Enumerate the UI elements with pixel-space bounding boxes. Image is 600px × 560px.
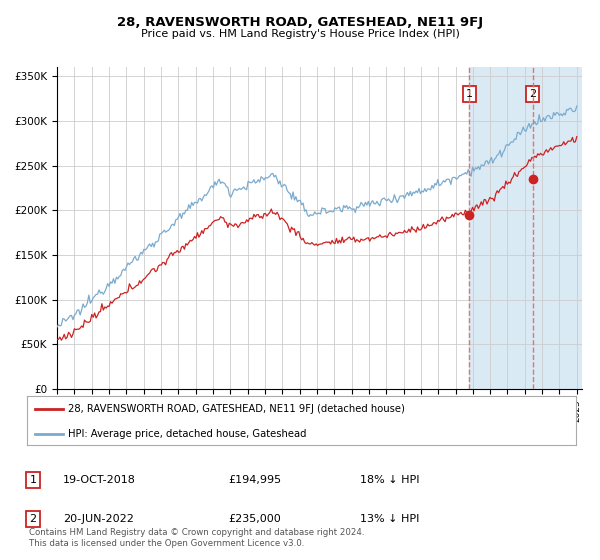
Text: 2: 2 — [529, 89, 536, 99]
Text: £194,995: £194,995 — [228, 475, 281, 485]
Text: 2: 2 — [29, 514, 37, 524]
Text: 20-JUN-2022: 20-JUN-2022 — [63, 514, 134, 524]
Text: 13% ↓ HPI: 13% ↓ HPI — [360, 514, 419, 524]
Text: Contains HM Land Registry data © Crown copyright and database right 2024.
This d: Contains HM Land Registry data © Crown c… — [29, 528, 364, 548]
Text: HPI: Average price, detached house, Gateshead: HPI: Average price, detached house, Gate… — [68, 429, 307, 439]
Text: 28, RAVENSWORTH ROAD, GATESHEAD, NE11 9FJ (detached house): 28, RAVENSWORTH ROAD, GATESHEAD, NE11 9F… — [68, 404, 405, 414]
Text: £235,000: £235,000 — [228, 514, 281, 524]
Text: Price paid vs. HM Land Registry's House Price Index (HPI): Price paid vs. HM Land Registry's House … — [140, 29, 460, 39]
Bar — [469, 67, 582, 389]
Text: 19-OCT-2018: 19-OCT-2018 — [63, 475, 136, 485]
Text: 1: 1 — [466, 89, 473, 99]
Text: 18% ↓ HPI: 18% ↓ HPI — [360, 475, 419, 485]
Text: 28, RAVENSWORTH ROAD, GATESHEAD, NE11 9FJ: 28, RAVENSWORTH ROAD, GATESHEAD, NE11 9F… — [117, 16, 483, 29]
Text: 1: 1 — [29, 475, 37, 485]
